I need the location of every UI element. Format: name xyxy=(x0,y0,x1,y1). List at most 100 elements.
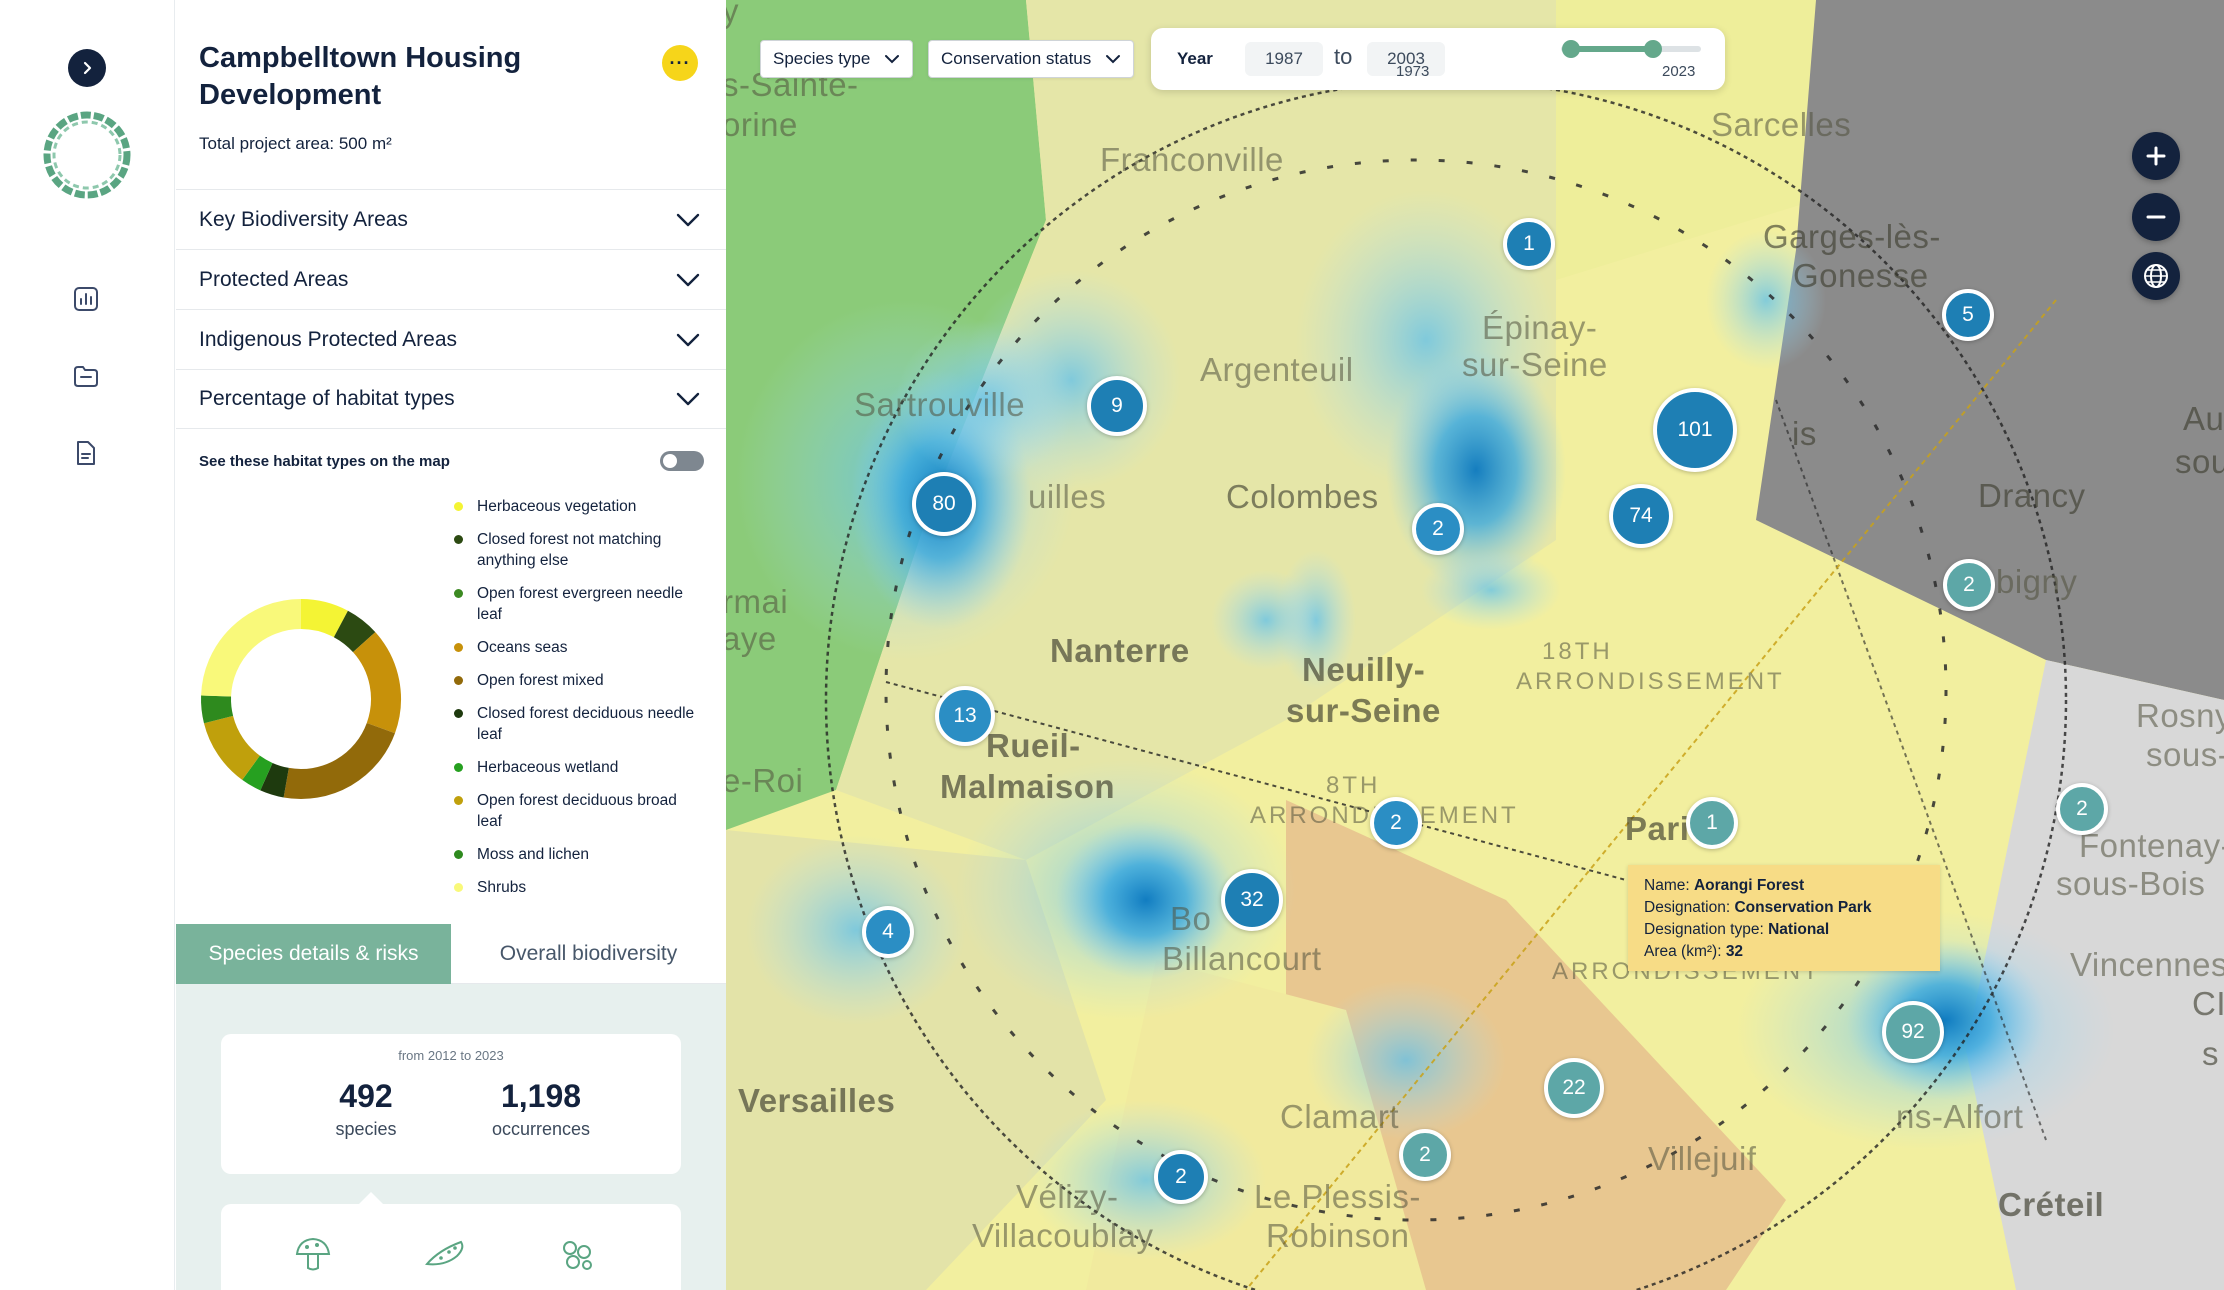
year-filter: Year 1987 to 2003 1973 2023 xyxy=(1151,28,1725,90)
place-label: bigny xyxy=(1996,563,2078,600)
donut-segment xyxy=(260,762,290,798)
project-panel: Campbelltown Housing Development ··· Tot… xyxy=(176,0,726,1290)
map-cluster[interactable]: 2 xyxy=(1370,797,1422,849)
donut-segment xyxy=(352,632,401,734)
species-tab-body: from 2012 to 2023 492 species 1,198 occu… xyxy=(176,984,726,1290)
map-cluster[interactable]: 92 xyxy=(1882,1001,1944,1063)
folder-icon[interactable] xyxy=(70,360,102,392)
place-label: Fontenay- xyxy=(2079,827,2224,864)
bacteria-icon[interactable] xyxy=(553,1230,601,1278)
map-cluster[interactable]: 2 xyxy=(1943,559,1995,611)
place-label: Épinay- xyxy=(1482,309,1598,346)
donut-segment xyxy=(242,755,273,791)
map-cluster[interactable]: 101 xyxy=(1653,388,1737,472)
accordion-indigenous-protected-areas[interactable]: Indigenous Protected Areas xyxy=(176,309,726,369)
map-cluster[interactable]: 22 xyxy=(1544,1058,1604,1118)
legend-swatch xyxy=(454,676,463,685)
habitat-map-toggle[interactable] xyxy=(660,451,704,471)
place-label: uilles xyxy=(1028,478,1107,515)
conservation-status-dropdown[interactable]: Conservation status xyxy=(928,40,1135,78)
tooltip-name-row: Name: Aorangi Forest xyxy=(1644,875,1924,897)
map-cluster[interactable]: 74 xyxy=(1609,484,1673,548)
cucumber-icon[interactable] xyxy=(421,1230,469,1278)
habitat-toggle-label: See these habitat types on the map xyxy=(199,452,450,470)
place-label: Franconville xyxy=(1100,141,1284,178)
species-count: 492 xyxy=(339,1078,393,1114)
map-cluster[interactable]: 32 xyxy=(1221,869,1283,931)
donut-segment xyxy=(283,722,395,799)
tooltip-value: Aorangi Forest xyxy=(1693,877,1805,894)
place-label: orine xyxy=(726,106,798,143)
globe-button[interactable] xyxy=(2132,252,2180,300)
species-type-label: Species type xyxy=(773,49,871,68)
tooltip-designation-row: Designation: Conservation Park xyxy=(1644,897,1924,919)
map-cluster[interactable]: 9 xyxy=(1087,376,1147,436)
expand-panel-button[interactable] xyxy=(68,49,106,87)
tab-species-details[interactable]: Species details & risks xyxy=(176,924,451,984)
legend-item: Open forest mixed xyxy=(454,670,704,691)
legend-swatch xyxy=(454,709,463,718)
map-cluster[interactable]: 1 xyxy=(1686,797,1738,849)
tab-overall-biodiversity[interactable]: Overall biodiversity xyxy=(451,924,726,984)
place-label: Billancourt xyxy=(1162,940,1322,977)
place-label: Sartrouville xyxy=(854,386,1026,423)
year-range-slider[interactable] xyxy=(1561,40,1701,58)
chevron-down-icon xyxy=(885,55,900,64)
map-cluster[interactable]: 13 xyxy=(935,686,995,746)
habitat-legend: Herbaceous vegetation Closed forest not m… xyxy=(454,496,704,910)
map-cluster[interactable]: 2 xyxy=(2056,783,2108,835)
conservation-status-label: Conservation status xyxy=(941,49,1092,68)
map-cluster[interactable]: 4 xyxy=(862,906,914,958)
map-cluster[interactable]: 2 xyxy=(1412,503,1464,555)
slider-end-handle[interactable] xyxy=(1644,40,1662,58)
accordion-key-biodiversity-areas[interactable]: Key Biodiversity Areas xyxy=(176,189,726,249)
bottom-tabs: Species details & risks Overall biodiver… xyxy=(176,924,726,984)
place-label: Vincennes xyxy=(2070,946,2224,983)
year-to-input[interactable]: 2003 xyxy=(1367,42,1445,76)
accordion-protected-areas[interactable]: Protected Areas xyxy=(176,249,726,309)
species-label: species xyxy=(335,1119,397,1139)
occurrences-count: 1,198 xyxy=(500,1078,582,1114)
place-label: 18TH xyxy=(1542,638,1613,665)
map-cluster[interactable]: 2 xyxy=(1399,1129,1451,1181)
occurrences-stat: 1,198 occurrences xyxy=(456,1078,626,1140)
place-label: sur-Seine xyxy=(1286,692,1441,729)
map-cluster[interactable]: 80 xyxy=(912,472,976,536)
project-title: Campbelltown Housing Development xyxy=(199,42,522,111)
place-label: Rosny xyxy=(2136,697,2224,734)
legend-label: Moss and lichen xyxy=(477,846,590,863)
tooltip-label: Designation type: xyxy=(1644,921,1764,938)
legend-item: Herbaceous wetland xyxy=(454,757,704,778)
place-label: Neuilly- xyxy=(1302,651,1426,688)
map-cluster[interactable]: 1 xyxy=(1503,218,1555,270)
slider-start-handle[interactable] xyxy=(1562,40,1580,58)
tooltip-label: Area (km²): xyxy=(1644,943,1722,960)
species-stats-card: from 2012 to 2023 492 species 1,198 occu… xyxy=(221,1034,681,1174)
tooltip-type-row: Designation type: National xyxy=(1644,919,1924,941)
place-label: y xyxy=(726,0,739,29)
place-label: Garges-lès- xyxy=(1763,218,1941,255)
protected-area-tooltip: Name: Aorangi Forest Designation: Conser… xyxy=(1628,865,1940,971)
accordion-habitat-types[interactable]: Percentage of habitat types xyxy=(176,369,726,429)
place-label: sou xyxy=(2175,443,2224,480)
zoom-out-button[interactable] xyxy=(2132,193,2180,241)
legend-item: Closed forest deciduous needle leaf xyxy=(454,703,704,745)
legend-label: Open forest evergreen needle leaf xyxy=(477,585,683,623)
year-from-input[interactable]: 1987 xyxy=(1245,42,1323,76)
mushroom-icon[interactable] xyxy=(289,1230,337,1278)
zoom-in-button[interactable] xyxy=(2132,132,2180,180)
more-options-button[interactable]: ··· xyxy=(662,45,698,81)
slider-max-label: 2023 xyxy=(1662,63,1696,80)
species-type-dropdown[interactable]: Species type xyxy=(760,40,914,78)
place-label: Robinson xyxy=(1266,1217,1410,1254)
map-cluster[interactable]: 2 xyxy=(1154,1150,1208,1204)
chart-icon[interactable] xyxy=(70,283,102,315)
donut-segment xyxy=(201,599,302,698)
occurrences-label: occurrences xyxy=(491,1119,591,1139)
taxa-icons-card xyxy=(221,1192,681,1290)
map-view[interactable]: y s-Sainte- orine Franconville Sarcelles… xyxy=(726,0,2224,1290)
habitat-toggle-row: See these habitat types on the map xyxy=(199,451,704,471)
map-cluster[interactable]: 5 xyxy=(1942,289,1994,341)
place-label: Clamart xyxy=(1280,1098,1400,1135)
document-icon[interactable] xyxy=(70,437,102,469)
